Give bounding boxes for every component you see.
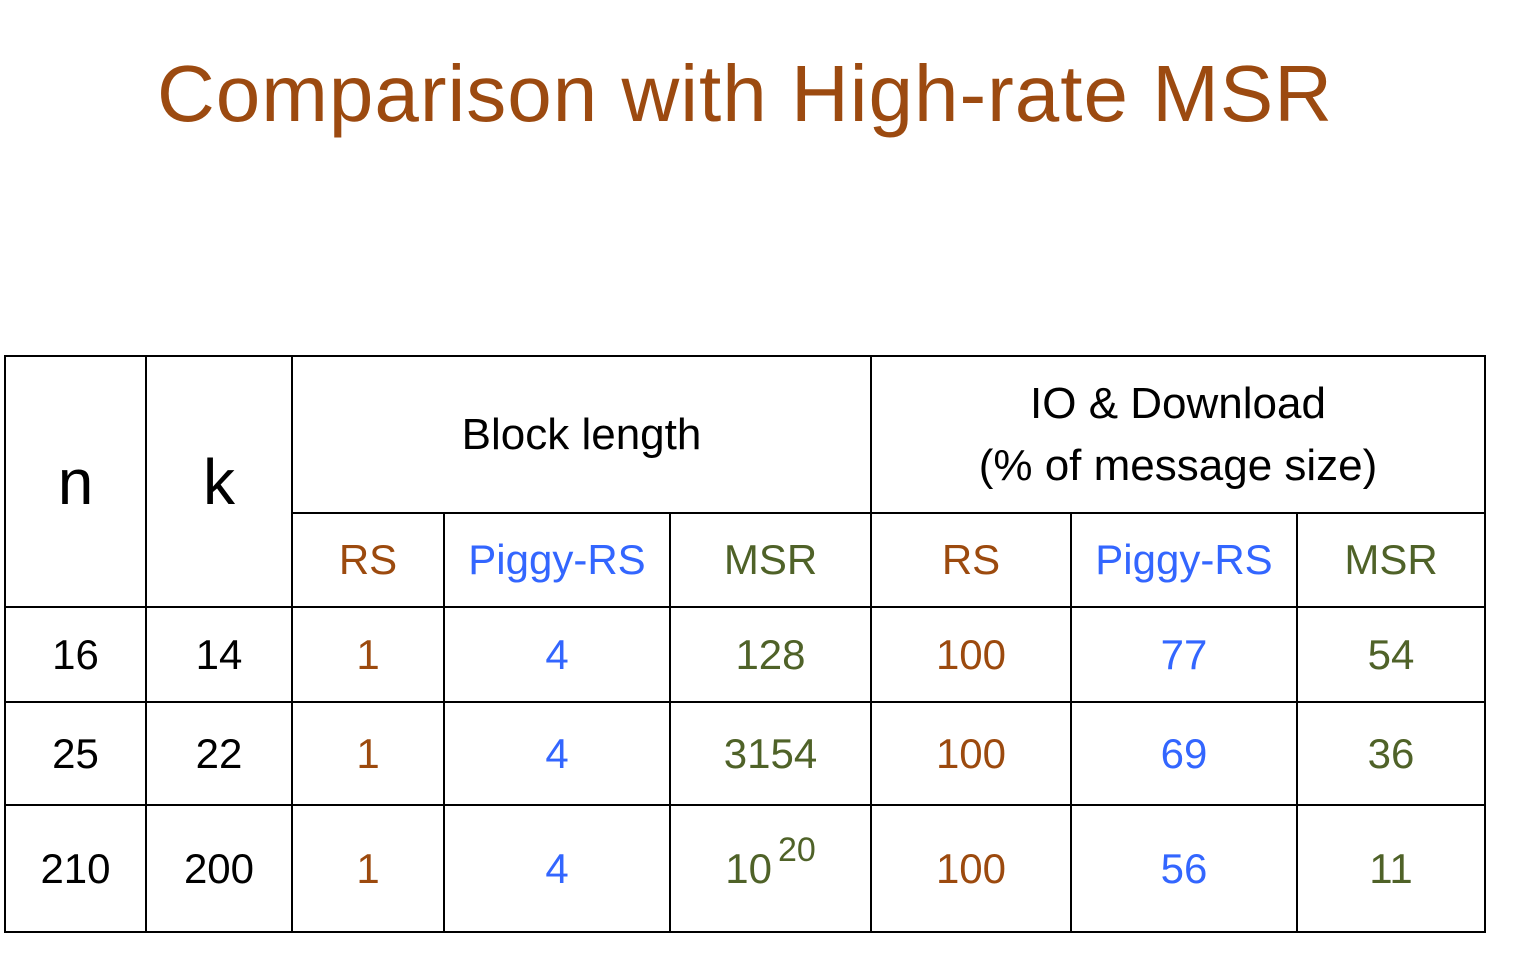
subheader-piggy-rs: Piggy-RS	[443, 512, 671, 608]
header-io-line1: IO & Download	[1030, 378, 1326, 428]
cell-bl-msr: 10 20	[669, 804, 872, 933]
comparison-table: n k Block length IO & Download (% of mes…	[4, 355, 1486, 933]
cell-io-rs: 100	[870, 606, 1072, 703]
subheader-rs: RS	[291, 512, 445, 608]
cell-io-msr: 54	[1296, 606, 1486, 703]
header-block-length: Block length	[291, 355, 872, 514]
msr-exponent: 20	[777, 830, 816, 869]
table-row: 210 200 1 4 10 20 100 56 11	[4, 804, 1486, 933]
cell-io-piggy: 77	[1070, 606, 1298, 703]
subheader-rs: RS	[870, 512, 1072, 608]
cell-bl-msr: 128	[669, 606, 872, 703]
subheader-msr: MSR	[1296, 512, 1486, 608]
cell-io-rs: 100	[870, 701, 1072, 806]
cell-bl-piggy: 4	[443, 606, 671, 703]
slide-title: Comparison with High-rate MSR	[156, 49, 1334, 138]
cell-k: 200	[145, 804, 293, 933]
cell-bl-piggy: 4	[443, 701, 671, 806]
cell-bl-piggy: 4	[443, 804, 671, 933]
cell-n: 25	[4, 701, 147, 806]
cell-n: 210	[4, 804, 147, 933]
header-io-download: IO & Download (% of message size)	[870, 355, 1486, 514]
cell-io-msr: 36	[1296, 701, 1486, 806]
subheader-msr: MSR	[669, 512, 872, 608]
header-io-line2: (% of message size)	[978, 440, 1378, 490]
cell-io-piggy: 56	[1070, 804, 1298, 933]
cell-bl-rs: 1	[291, 606, 445, 703]
cell-k: 14	[145, 606, 293, 703]
cell-io-msr: 11	[1296, 804, 1486, 933]
cell-k: 22	[145, 701, 293, 806]
header-n: n	[4, 355, 147, 608]
cell-bl-rs: 1	[291, 804, 445, 933]
subheader-piggy-rs: Piggy-RS	[1070, 512, 1298, 608]
table-row: 25 22 1 4 3154 100 69 36	[4, 701, 1486, 806]
cell-bl-rs: 1	[291, 701, 445, 806]
cell-io-piggy: 69	[1070, 701, 1298, 806]
table-row: 16 14 1 4 128 100 77 54	[4, 606, 1486, 703]
cell-io-rs: 100	[870, 804, 1072, 933]
cell-bl-msr: 3154	[669, 701, 872, 806]
cell-n: 16	[4, 606, 147, 703]
msr-base: 10	[725, 844, 772, 892]
header-k: k	[145, 355, 293, 608]
